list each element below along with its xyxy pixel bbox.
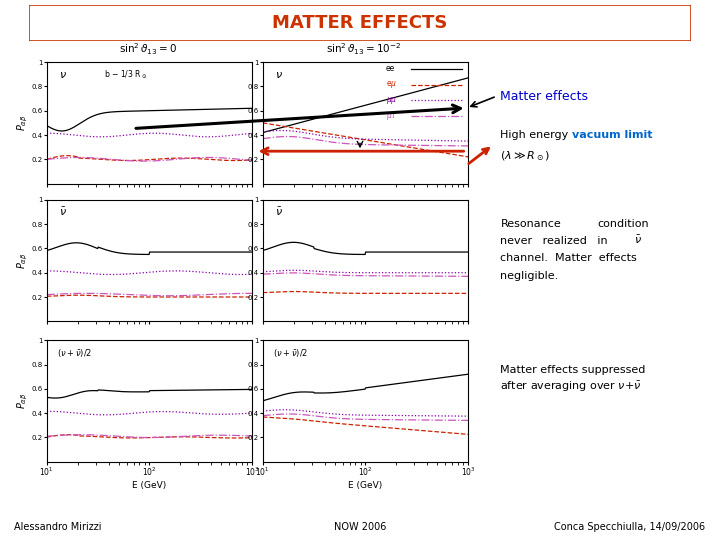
FancyBboxPatch shape <box>29 5 691 40</box>
Text: $(\lambda \gg R_\odot)$: $(\lambda \gg R_\odot)$ <box>500 150 550 163</box>
Text: negligible.: negligible. <box>500 271 559 281</box>
Text: ee: ee <box>386 64 395 72</box>
Text: $\sin^2\vartheta_{13}= 0$: $\sin^2\vartheta_{13}= 0$ <box>119 41 176 57</box>
Text: e$\mu$: e$\mu$ <box>386 79 397 90</box>
Text: NOW 2006: NOW 2006 <box>334 522 386 532</box>
Text: Alessandro Mirizzi: Alessandro Mirizzi <box>14 522 102 532</box>
Text: $\bar{\nu}$: $\bar{\nu}$ <box>634 234 642 246</box>
Y-axis label: $P_{\alpha\beta}$: $P_{\alpha\beta}$ <box>16 393 30 409</box>
Text: $\mu\mu$: $\mu\mu$ <box>386 95 397 106</box>
Text: $\nu$: $\nu$ <box>275 70 283 80</box>
X-axis label: E (GeV): E (GeV) <box>132 481 166 490</box>
Text: $(\nu+\bar{\nu})/2$: $(\nu+\bar{\nu})/2$ <box>273 347 308 359</box>
X-axis label: E (GeV): E (GeV) <box>348 481 382 490</box>
Text: Matter effects: Matter effects <box>500 90 588 103</box>
Y-axis label: $P_{\alpha\beta}$: $P_{\alpha\beta}$ <box>16 252 30 269</box>
Text: $(\nu+\bar{\nu})/2$: $(\nu+\bar{\nu})/2$ <box>57 347 92 359</box>
Text: Matter effects suppressed: Matter effects suppressed <box>500 364 646 375</box>
Text: MATTER EFFECTS: MATTER EFFECTS <box>272 14 448 32</box>
Text: b $-$ 1/3 R$_\odot$: b $-$ 1/3 R$_\odot$ <box>104 69 148 82</box>
Text: Resonance: Resonance <box>500 219 561 229</box>
Text: $\mu\tau$: $\mu\tau$ <box>386 111 397 122</box>
Text: channel.  Matter  effects: channel. Matter effects <box>500 253 637 264</box>
Y-axis label: $P_{\alpha\beta}$: $P_{\alpha\beta}$ <box>16 114 30 131</box>
Text: vacuum limit: vacuum limit <box>572 130 653 140</box>
Text: $\nu$: $\nu$ <box>59 70 67 80</box>
Text: never   realized   in: never realized in <box>500 236 608 246</box>
Text: High energy: High energy <box>500 130 572 140</box>
Text: condition: condition <box>598 219 649 229</box>
Text: after averaging over $\nu$+$\bar{\nu}$: after averaging over $\nu$+$\bar{\nu}$ <box>500 380 642 394</box>
Text: $\bar{\nu}$: $\bar{\nu}$ <box>59 205 67 218</box>
Text: Conca Specchiulla, 14/09/2006: Conca Specchiulla, 14/09/2006 <box>554 522 706 532</box>
Text: $\bar{\nu}$: $\bar{\nu}$ <box>275 205 283 218</box>
Text: $\sin^2\vartheta_{13}= 10^{-2}$: $\sin^2\vartheta_{13}= 10^{-2}$ <box>326 41 401 57</box>
